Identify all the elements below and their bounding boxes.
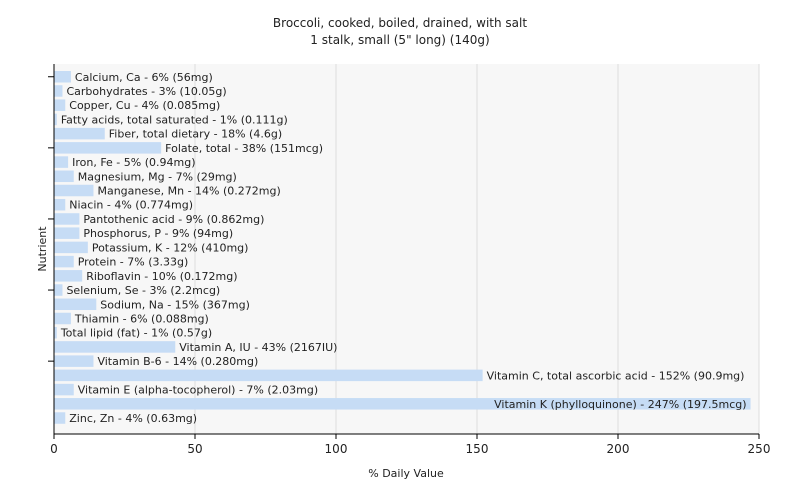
bar — [54, 398, 751, 410]
bar-label: Magnesium, Mg - 7% (29mg) — [78, 170, 237, 183]
bar — [54, 85, 63, 97]
x-tick-label: 250 — [748, 442, 771, 456]
bar-label: Riboflavin - 10% (0.172mg) — [86, 270, 237, 283]
axes: 0 50 100 150 200 250 — [48, 64, 770, 456]
bar-label: Folate, total - 38% (151mcg) — [165, 142, 323, 155]
bar — [54, 412, 66, 424]
bar — [54, 99, 66, 111]
bar-label: Vitamin C, total ascorbic acid - 152% (9… — [487, 369, 745, 382]
bar — [54, 113, 57, 126]
bar-label: Sodium, Na - 15% (367mg) — [100, 298, 250, 311]
bar — [54, 326, 57, 339]
x-tick-label: 50 — [187, 442, 202, 456]
bar — [54, 312, 71, 325]
bar — [54, 213, 80, 225]
bar — [54, 71, 71, 83]
bar — [54, 270, 83, 282]
bar-label: Protein - 7% (3.33g) — [78, 256, 189, 269]
bar — [54, 298, 97, 311]
bar — [54, 255, 74, 268]
bar-label: Thiamin - 6% (0.088mg) — [74, 312, 209, 325]
x-axis-title: % Daily Value — [368, 467, 444, 480]
bar — [54, 355, 94, 367]
bar-label: Iron, Fe - 5% (0.94mg) — [72, 156, 195, 169]
bar-label: Fiber, total dietary - 18% (4.6g) — [109, 128, 282, 141]
bar-label: Copper, Cu - 4% (0.085mg) — [69, 99, 220, 112]
bar — [54, 241, 88, 254]
bar-label: Selenium, Se - 3% (2.2mcg) — [66, 284, 220, 297]
bar-label: Phosphorus, P - 9% (94mg) — [83, 227, 233, 240]
bar-label: Calcium, Ca - 6% (56mg) — [75, 71, 213, 84]
bar — [54, 369, 483, 382]
bar-label: Vitamin B-6 - 14% (0.280mg) — [97, 355, 258, 368]
bar-label: Total lipid (fat) - 1% (0.57g) — [60, 327, 212, 340]
x-tick-label: 150 — [466, 442, 489, 456]
x-tick-label: 200 — [607, 442, 630, 456]
bars: Calcium, Ca - 6% (56mg)Carbohydrates - 3… — [54, 71, 751, 425]
bar-label: Carbohydrates - 3% (10.05g) — [66, 85, 226, 98]
bar — [54, 284, 63, 296]
bar-label: Manganese, Mn - 14% (0.272mg) — [97, 185, 280, 198]
bar — [54, 156, 69, 168]
bar-label: Fatty acids, total saturated - 1% (0.111… — [61, 113, 288, 126]
bar — [54, 142, 162, 154]
bar-label: Niacin - 4% (0.774mg) — [69, 199, 193, 212]
y-axis-title: Nutrient — [36, 226, 49, 272]
bar — [54, 170, 74, 183]
bar — [54, 198, 66, 211]
chart-subtitle: 1 stalk, small (5" long) (140g) — [310, 33, 489, 47]
x-tick-label: 0 — [50, 442, 58, 456]
bar-label: Vitamin E (alpha-tocopherol) - 7% (2.03m… — [78, 384, 318, 397]
chart-title: Broccoli, cooked, boiled, drained, with … — [273, 16, 527, 30]
bar-label: Vitamin K (phylloquinone) - 247% (197.5m… — [494, 398, 746, 411]
bar — [54, 227, 80, 239]
bar — [54, 341, 176, 353]
bar-label: Vitamin A, IU - 43% (2167IU) — [179, 341, 337, 354]
bar — [54, 184, 94, 197]
bar — [54, 383, 74, 396]
x-tick-label: 100 — [325, 442, 348, 456]
bar-label: Zinc, Zn - 4% (0.63mg) — [69, 412, 197, 425]
bar-label: Pantothenic acid - 9% (0.862mg) — [83, 213, 264, 226]
bar — [54, 127, 105, 140]
bar-label: Potassium, K - 12% (410mg) — [92, 241, 249, 254]
